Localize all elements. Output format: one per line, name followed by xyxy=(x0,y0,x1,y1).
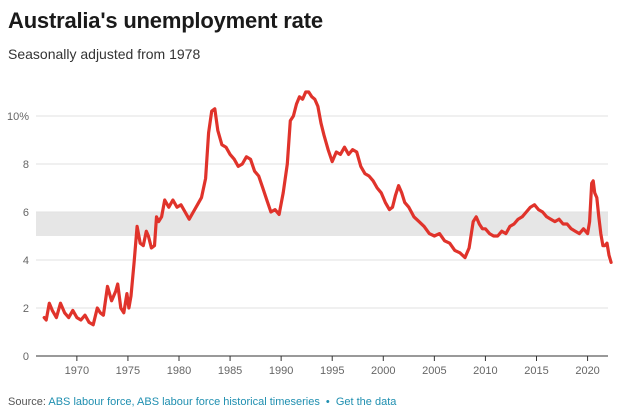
x-tick-label: 2020 xyxy=(575,365,599,377)
y-tick-label: 6 xyxy=(23,207,29,219)
x-tick-label: 1970 xyxy=(65,365,89,377)
y-tick-label: 10% xyxy=(7,111,29,123)
x-tick-label: 1990 xyxy=(269,365,293,377)
source-line: Source: ABS labour force, ABS labour for… xyxy=(8,396,396,408)
unemployment-series-line xyxy=(42,90,613,327)
y-tick-label: 2 xyxy=(23,303,29,315)
y-tick-label: 0 xyxy=(23,351,29,363)
chart-subtitle: Seasonally adjusted from 1978 xyxy=(8,46,201,62)
x-tick-label: 1985 xyxy=(218,365,242,377)
x-tick-label: 1980 xyxy=(167,365,191,377)
y-tick-label: 4 xyxy=(23,255,29,267)
unemployment-line-chart: 1970 1975 1980 1985 1990 1995 2000 2005 2010 2015… xyxy=(7,90,613,377)
x-tick-label: 1975 xyxy=(116,365,140,377)
source-separator: • xyxy=(325,396,330,408)
x-tick-label: 2000 xyxy=(371,365,395,377)
y-tick-label: 8 xyxy=(23,159,29,171)
chart-title: Australia's unemployment rate xyxy=(8,8,323,33)
get-the-data-link[interactable]: Get the data xyxy=(335,396,397,408)
x-tick-label: 2005 xyxy=(422,365,446,377)
x-tick-label: 2015 xyxy=(524,365,548,377)
x-tick-label: 2010 xyxy=(473,365,497,377)
source-link[interactable]: ABS labour force, ABS labour force histo… xyxy=(48,396,320,408)
x-tick-label: 1995 xyxy=(320,365,344,377)
source-label: Source: xyxy=(8,396,46,408)
